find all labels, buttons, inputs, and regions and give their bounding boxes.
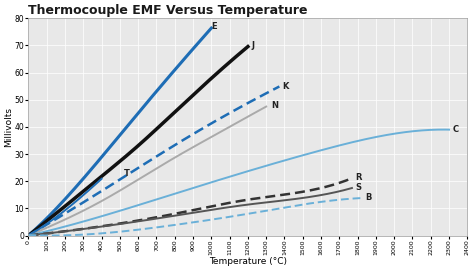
Text: J: J [252,41,255,50]
Text: Thermocouple EMF Versus Temperature: Thermocouple EMF Versus Temperature [28,4,308,17]
Text: C: C [453,125,459,134]
Text: N: N [272,101,279,110]
Text: B: B [365,193,371,202]
Text: T: T [124,168,129,178]
Text: E: E [211,22,217,31]
Y-axis label: Millivolts: Millivolts [4,107,13,147]
Text: S: S [355,183,361,192]
Text: R: R [355,173,361,182]
X-axis label: Temperature (°C): Temperature (°C) [209,257,287,266]
Text: K: K [283,82,289,91]
